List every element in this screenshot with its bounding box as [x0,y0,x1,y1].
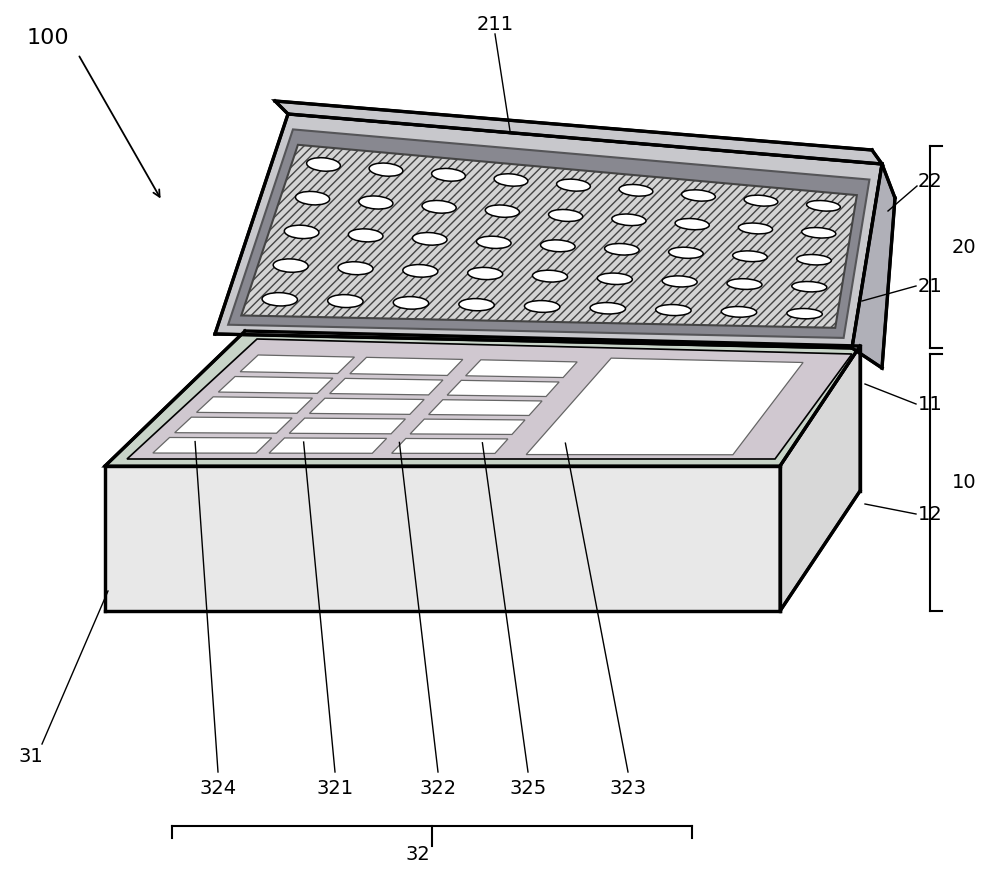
Ellipse shape [524,300,560,313]
Text: 100: 100 [27,28,69,48]
Text: 21: 21 [918,277,943,296]
Text: 211: 211 [476,14,514,33]
Ellipse shape [744,195,778,206]
Ellipse shape [532,271,568,282]
Ellipse shape [541,240,575,252]
Polygon shape [175,418,292,434]
Ellipse shape [619,185,653,196]
Text: 323: 323 [609,779,647,797]
Text: 12: 12 [918,504,943,523]
Polygon shape [197,397,312,413]
Polygon shape [228,129,869,338]
Ellipse shape [494,174,528,186]
Ellipse shape [412,233,447,246]
Text: 10: 10 [952,473,977,492]
Ellipse shape [262,293,297,306]
Ellipse shape [792,281,827,292]
Polygon shape [526,358,803,455]
Ellipse shape [307,158,340,171]
Ellipse shape [662,276,697,287]
Ellipse shape [590,303,625,314]
Ellipse shape [727,279,762,289]
Ellipse shape [656,305,691,315]
Polygon shape [466,360,577,377]
Polygon shape [269,438,387,453]
Text: 325: 325 [509,779,547,797]
Polygon shape [309,398,424,414]
Ellipse shape [682,190,715,201]
Ellipse shape [432,168,465,181]
Ellipse shape [733,251,767,262]
Polygon shape [392,438,508,453]
Text: 31: 31 [18,746,43,765]
Ellipse shape [807,201,840,211]
Polygon shape [350,358,463,375]
Polygon shape [447,380,559,397]
Polygon shape [275,101,882,164]
Ellipse shape [359,196,393,209]
Ellipse shape [675,219,709,229]
Ellipse shape [468,267,503,280]
Ellipse shape [605,244,639,255]
Ellipse shape [328,295,363,307]
Ellipse shape [612,214,646,226]
Polygon shape [410,419,525,435]
Polygon shape [780,346,860,611]
Ellipse shape [338,262,373,275]
Ellipse shape [273,259,308,272]
Polygon shape [240,355,354,374]
Ellipse shape [669,247,703,258]
Text: 20: 20 [952,237,977,256]
Polygon shape [105,331,860,466]
Ellipse shape [787,308,822,319]
Ellipse shape [295,192,330,205]
Ellipse shape [476,237,511,248]
Ellipse shape [549,210,583,221]
Polygon shape [330,378,443,395]
Ellipse shape [348,228,383,242]
Polygon shape [215,114,882,348]
Ellipse shape [403,264,438,277]
Polygon shape [218,376,333,393]
Text: 322: 322 [419,779,457,797]
Ellipse shape [459,298,494,311]
Ellipse shape [284,225,319,238]
Text: 32: 32 [406,845,430,864]
Ellipse shape [369,163,403,177]
Text: 11: 11 [918,394,943,413]
Polygon shape [127,339,852,459]
Text: 22: 22 [918,171,943,191]
Ellipse shape [597,273,632,285]
Ellipse shape [557,179,590,191]
Polygon shape [105,466,780,611]
Text: 324: 324 [199,779,237,797]
Text: 321: 321 [316,779,354,797]
Ellipse shape [721,306,757,317]
Polygon shape [289,418,405,434]
Polygon shape [429,400,542,416]
Ellipse shape [485,205,519,218]
Ellipse shape [797,254,831,265]
Ellipse shape [738,223,773,234]
Polygon shape [153,437,272,453]
Polygon shape [852,164,895,368]
Polygon shape [241,145,857,328]
Ellipse shape [422,201,456,213]
Ellipse shape [802,228,836,238]
Ellipse shape [393,297,429,309]
